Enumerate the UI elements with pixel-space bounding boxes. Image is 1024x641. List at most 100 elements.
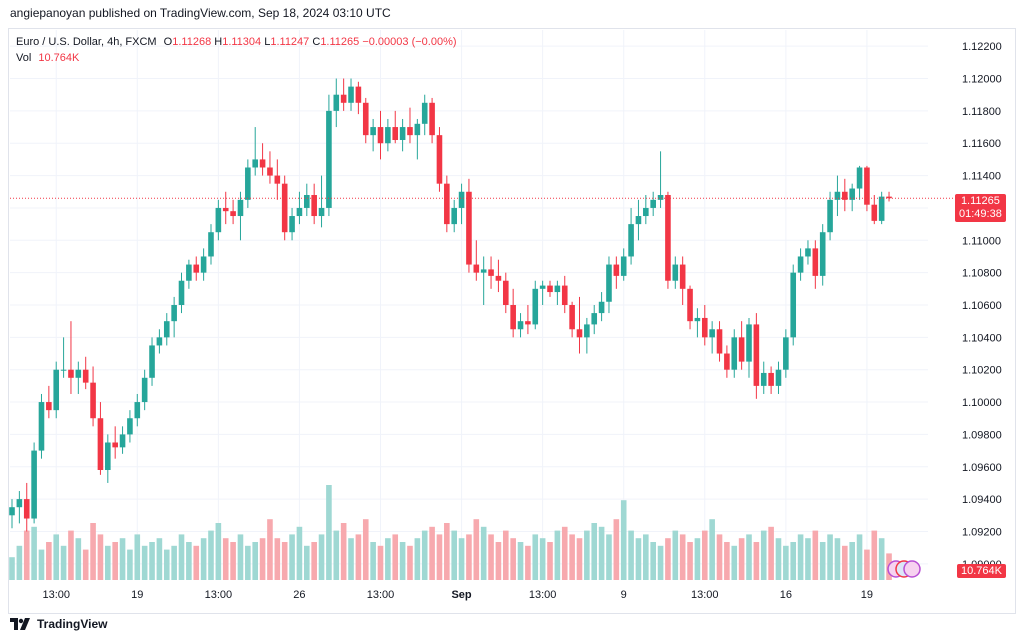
candle	[591, 305, 598, 335]
volume-bar	[399, 542, 406, 580]
candle-body	[119, 434, 126, 448]
volume-bar	[392, 534, 399, 580]
candle-body	[141, 377, 148, 403]
volume-bar	[657, 545, 664, 580]
candle	[75, 361, 82, 394]
volume-bar	[90, 523, 96, 580]
candle-body	[819, 232, 826, 276]
ohlc-line: Euro / U.S. Dollar, 4h, FXCM O1.11268 H1…	[16, 34, 457, 50]
candle	[259, 143, 266, 176]
volume-bar	[259, 538, 266, 580]
candle	[539, 280, 546, 305]
candle-body	[208, 232, 214, 257]
candle	[296, 191, 303, 225]
volume-bar	[186, 542, 192, 580]
volume-bar	[16, 545, 23, 580]
candle	[628, 207, 634, 265]
candle	[421, 94, 428, 136]
candle-body	[760, 372, 767, 386]
candle	[827, 191, 833, 241]
tradingview-footer[interactable]: TradingView	[10, 617, 107, 631]
candle-body	[878, 196, 885, 221]
candle-body	[606, 264, 612, 302]
change-value: −0.00003 (−0.00%)	[362, 36, 457, 48]
volume-bar	[296, 526, 303, 580]
candle-body	[60, 369, 67, 371]
candle-body	[97, 418, 104, 470]
volume-bar	[171, 545, 177, 580]
volume-bars	[9, 485, 892, 580]
candle	[399, 118, 406, 152]
candle-body	[31, 450, 37, 519]
candle	[304, 183, 310, 217]
candle	[746, 317, 752, 378]
volume-tag: 10.764K	[957, 564, 1006, 578]
volume-bar	[746, 534, 752, 580]
candle	[407, 107, 413, 144]
volume-bar	[510, 538, 516, 580]
volume-bar	[53, 534, 60, 580]
candle	[245, 159, 251, 208]
candle	[547, 280, 553, 297]
candle-body	[797, 256, 804, 273]
candle	[561, 275, 568, 314]
volume-bar	[716, 534, 723, 580]
volume-bar	[842, 545, 848, 580]
candle	[620, 248, 627, 281]
open-label: O	[163, 36, 173, 48]
candle-body	[561, 285, 568, 305]
candle-body	[414, 123, 421, 136]
volume-bar	[775, 538, 782, 580]
volume-bar	[421, 530, 428, 580]
volume-bar	[414, 538, 421, 580]
candle	[112, 426, 118, 459]
candle-body	[834, 191, 841, 200]
candle	[156, 329, 163, 354]
candle-body	[156, 337, 163, 346]
candle	[429, 97, 435, 144]
candle-body	[488, 269, 494, 276]
candle-body	[399, 127, 406, 140]
candle	[665, 191, 671, 289]
volume-bar	[444, 523, 450, 580]
candle-body	[746, 324, 752, 362]
volume-bar	[547, 542, 553, 580]
low-label: L	[264, 36, 271, 48]
volume-bar	[783, 545, 789, 580]
volume-bar	[281, 542, 288, 580]
volume-bar	[620, 500, 627, 580]
candle-body	[304, 195, 310, 208]
candle-body	[687, 288, 693, 322]
volume-bar	[797, 534, 804, 580]
volume-bar	[753, 542, 760, 580]
volume-value: 10.764K	[38, 52, 80, 64]
candle-body	[716, 329, 723, 354]
candle	[864, 165, 870, 212]
candle-body	[480, 269, 487, 273]
volume-bar	[119, 538, 126, 580]
candle-body	[245, 167, 251, 200]
volume-bar	[517, 542, 524, 580]
candle	[517, 313, 524, 338]
volume-bar	[31, 526, 37, 580]
candle	[38, 393, 45, 459]
volume-bar	[554, 530, 561, 580]
volume-bar	[650, 542, 656, 580]
volume-bar	[436, 534, 443, 580]
candle-body	[16, 499, 23, 508]
candle-body	[554, 285, 561, 293]
candle	[480, 256, 487, 305]
candle-body	[547, 285, 553, 293]
y-tick-label: 1.10800	[962, 268, 1002, 280]
event-icons[interactable]	[887, 560, 921, 578]
candle-body	[252, 159, 259, 168]
candle	[178, 272, 185, 314]
candle	[451, 199, 457, 233]
volume-bar	[790, 542, 797, 580]
candle	[569, 301, 575, 338]
candle	[502, 272, 509, 314]
volume-bar	[245, 545, 251, 580]
volume-bar	[200, 538, 207, 580]
candle	[348, 78, 354, 111]
